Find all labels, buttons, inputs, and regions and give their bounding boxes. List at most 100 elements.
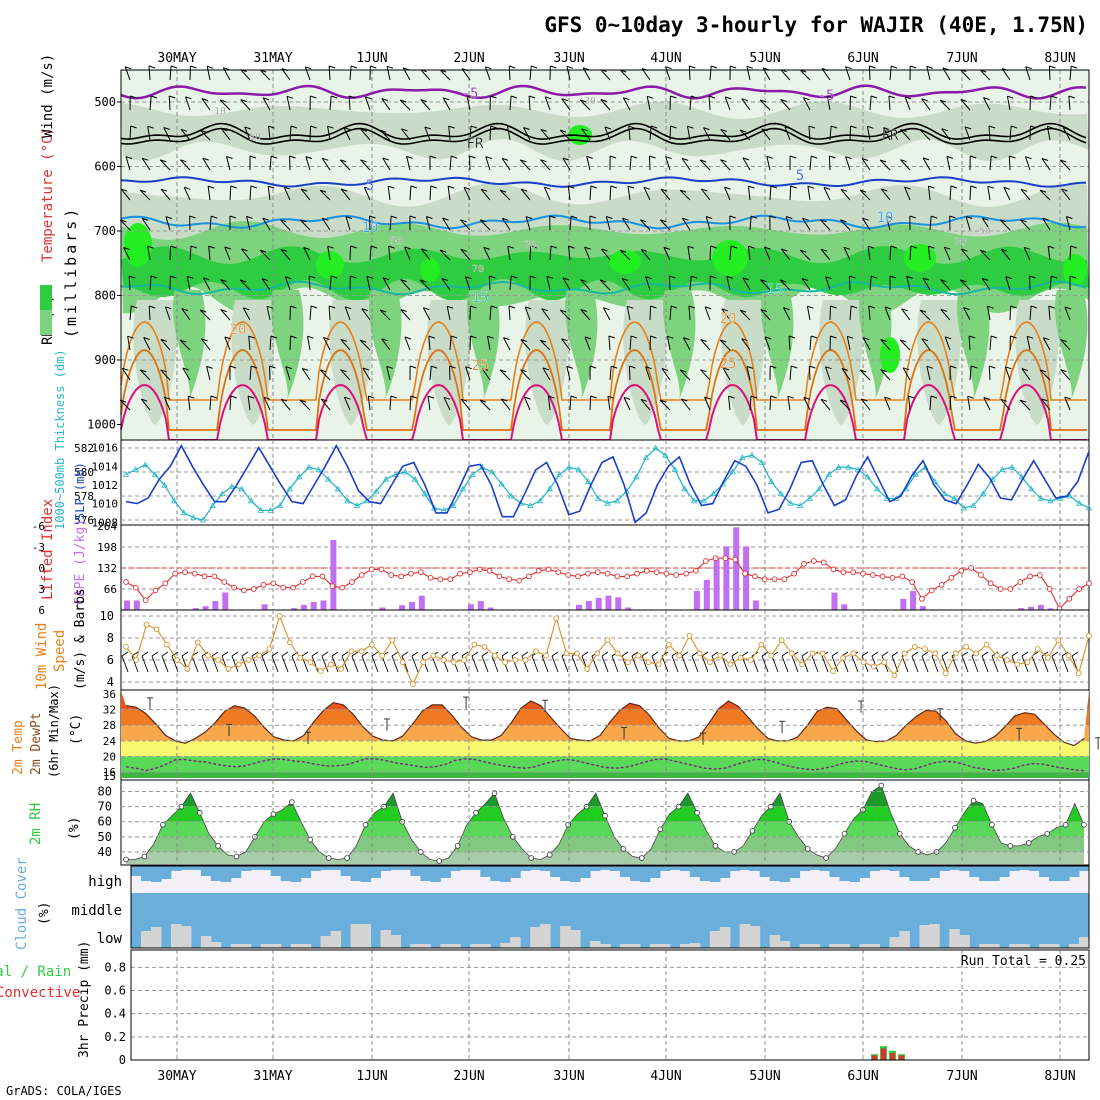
cloud-high-bar [360,866,371,882]
cloud-low-bar [839,944,850,948]
point [702,558,709,564]
rh-point [620,846,627,852]
point [575,573,581,580]
point [250,586,257,592]
point [1024,659,1031,666]
contour-5 [120,176,1087,188]
cloud-level-middle: middle [71,903,122,919]
rh-point [1044,830,1050,837]
temp2m-label-b: 2m DewPt [29,712,44,775]
point [553,615,560,622]
rh-point [841,830,848,837]
cloud-high-bar [420,866,431,881]
thickness-tick-582: 582 [74,442,94,455]
cloud-high-bar [679,866,691,871]
barb [821,655,829,673]
point [392,471,399,477]
point [164,641,170,648]
barb [191,655,199,673]
barb [691,655,699,673]
cloud-high-bar [649,866,661,878]
cloud-low-bar [151,927,162,948]
barb-flag [1071,651,1079,657]
point [280,584,287,591]
point [889,574,896,581]
cloud-low-bar [360,924,371,948]
point [919,595,925,602]
bottom-date-7JUN: 7JUN [946,1069,977,1084]
cloud-low-bar [1019,944,1030,948]
barb-flag [481,651,489,657]
point [710,490,717,496]
bottom-date-4JUN: 4JUN [650,1069,681,1084]
point [809,650,816,657]
point [655,661,662,668]
rh-point [344,855,350,861]
point [369,641,375,648]
cloud-low-bar [809,944,821,948]
point [506,576,513,583]
pressure-tick-800: 800 [94,289,116,303]
barb-flag [281,651,289,657]
cloud-high-bar [1009,866,1020,871]
cloud-low-bar [420,944,431,948]
cloud-low-bar [210,942,222,948]
cape-bar [733,527,740,610]
cape-bar [467,604,474,610]
cloud-high-bar [919,866,930,881]
cloud-high-bar [729,866,741,871]
contour-label: 50 [249,132,261,143]
point [410,681,416,688]
barb [261,655,269,673]
rh-point [712,843,719,849]
point [1066,595,1073,602]
point [201,573,208,580]
cloud-low-bar [1079,937,1090,948]
point [845,463,852,470]
point [1008,463,1016,470]
point [653,569,660,576]
temp2m-unit: (°C) [69,714,84,745]
barb-flag [121,651,129,657]
barb [971,655,979,673]
point [938,581,945,588]
rh-point [1062,821,1069,828]
barb-flag [551,651,559,657]
point [344,497,351,504]
li-tick: 0 [38,562,45,575]
point [997,586,1004,592]
point [142,597,149,604]
temp2m-tick: 16 [103,766,116,779]
cloud-low-bar [859,944,870,948]
point [673,572,680,578]
cloud-high-bar [180,866,192,870]
contour-label: 30 [584,96,596,107]
barb-flag [301,651,309,657]
cloud-high-bar [480,866,491,877]
point [666,641,672,648]
cape-bar [703,579,710,610]
point [411,475,419,482]
cloud-high-bar [759,866,771,877]
cloud-low-bar [869,944,880,948]
rh-point [288,799,295,805]
point [624,573,631,580]
point [476,566,483,573]
cloud-low-bar [170,924,182,948]
cloud-low-bar [769,935,781,948]
barb [381,655,389,673]
barb [391,655,399,673]
barb-flag [251,651,259,657]
cloud-high-bar [470,866,481,870]
cloud-high-bar [959,866,970,871]
point [633,473,640,480]
bottom-date-6JUN: 6JUN [847,1069,878,1084]
barb-flag [741,651,749,657]
cloud-high-bar [1059,866,1070,881]
point [219,490,226,496]
point [791,570,798,577]
pressure-axis-label: (millibars) [62,206,80,338]
cloud-high-bar [749,866,761,871]
point [180,509,187,516]
point [732,556,739,563]
